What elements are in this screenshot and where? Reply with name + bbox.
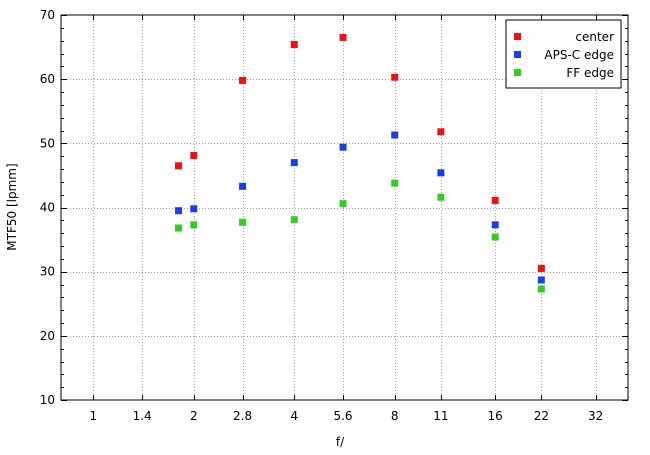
point-ff-edge-f1-8: [175, 224, 183, 232]
x-axis-label: f/: [336, 435, 345, 449]
series-ff-edge: [175, 179, 545, 293]
legend-label-ff-edge: FF edge: [566, 66, 614, 80]
point-center-f22: [537, 264, 545, 272]
y-tick-labels: 10 20 30 40 50 60 70: [40, 8, 55, 407]
point-aps-c-edge-f2: [190, 205, 198, 213]
legend-swatch-aps-c-edge: [514, 51, 521, 58]
point-center-f8: [391, 73, 399, 81]
x-tick-label-32: 32: [588, 409, 603, 423]
y-tick-label-60: 60: [40, 72, 55, 86]
point-ff-edge-f8: [391, 179, 399, 187]
x-tick-labels: 1 1.4 2 2.8 4 5.6 8 11 16 22 32: [90, 409, 604, 423]
x-tick-label-1: 1: [90, 409, 98, 423]
point-aps-c-edge-f2-8: [239, 182, 247, 190]
point-aps-c-edge-f5-6: [339, 143, 347, 151]
series-aps-c-edge: [175, 131, 545, 284]
point-aps-c-edge-f16: [491, 221, 499, 229]
y-axis-label: MTF50 [lpmm]: [5, 163, 19, 250]
point-aps-c-edge-f22: [537, 276, 545, 284]
y-tick-label-70: 70: [40, 8, 55, 22]
point-center-f16: [491, 196, 499, 204]
point-ff-edge-f5-6: [339, 200, 347, 208]
x-tick-label-11: 11: [433, 409, 448, 423]
x-tick-label-4: 4: [290, 409, 298, 423]
point-center-f2: [190, 152, 198, 160]
point-aps-c-edge-f8: [391, 131, 399, 139]
point-center-f2-8: [239, 76, 247, 84]
axis-ticks: [61, 15, 628, 401]
legend-swatch-ff-edge: [514, 69, 521, 76]
y-tick-label-20: 20: [40, 329, 55, 343]
legend-box: [505, 19, 622, 89]
point-ff-edge-f11: [437, 193, 445, 201]
legend-label-center: center: [575, 30, 614, 44]
y-tick-label-40: 40: [40, 201, 55, 215]
x-tick-label-2: 2: [190, 409, 198, 423]
x-tick-label-22: 22: [534, 409, 549, 423]
x-tick-label-2-8: 2.8: [233, 409, 252, 423]
x-tick-label-16: 16: [488, 409, 503, 423]
x-tick-label-5-6: 5.6: [333, 409, 352, 423]
series-center: [175, 33, 545, 272]
point-center-f4: [290, 41, 298, 49]
y-tick-label-30: 30: [40, 265, 55, 279]
plot-frame: [60, 14, 629, 401]
point-aps-c-edge-f1-8: [175, 207, 183, 215]
point-center-f5-6: [339, 33, 347, 41]
y-tick-label-10: 10: [40, 393, 55, 407]
point-ff-edge-f2-8: [239, 218, 247, 226]
legend-label-aps-c-edge: APS-C edge: [544, 48, 614, 62]
point-ff-edge-f16: [491, 233, 499, 241]
point-aps-c-edge-f4: [290, 159, 298, 167]
legend-swatch-center: [514, 33, 521, 40]
point-ff-edge-f2: [190, 221, 198, 229]
point-center-f1-8: [175, 162, 183, 170]
point-center-f11: [437, 128, 445, 136]
point-ff-edge-f22: [537, 285, 545, 293]
x-tick-label-8: 8: [391, 409, 399, 423]
y-tick-label-50: 50: [40, 136, 55, 150]
legend: center APS-C edge FF edge: [505, 19, 622, 89]
point-aps-c-edge-f11: [437, 169, 445, 177]
data-points: [175, 33, 545, 293]
x-tick-label-1-4: 1.4: [133, 409, 152, 423]
point-ff-edge-f4: [290, 216, 298, 224]
